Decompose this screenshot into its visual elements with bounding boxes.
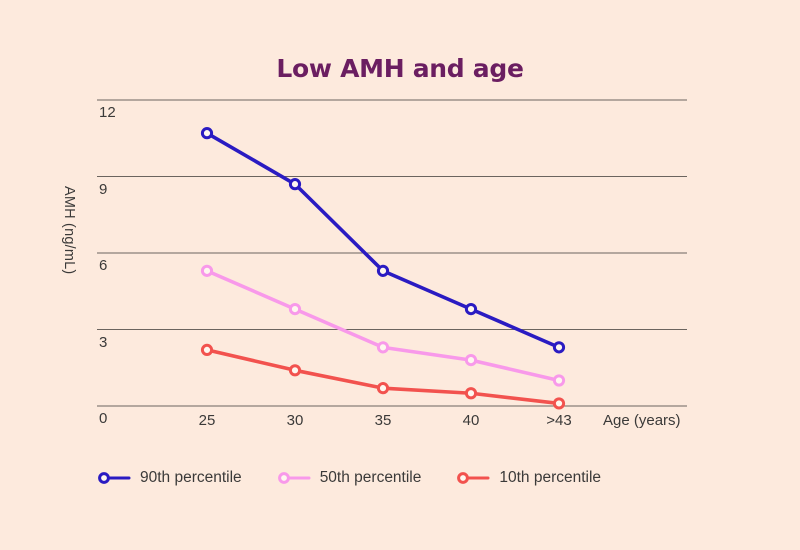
legend-label: 50th percentile <box>319 469 422 486</box>
data-point-marker <box>288 303 302 316</box>
data-point-marker <box>464 387 478 400</box>
legend-item: 50th percentile <box>276 469 422 487</box>
legend-marker-icon <box>277 472 311 484</box>
legend-item: 10th percentile <box>455 469 601 487</box>
y-tick-label: 9 <box>99 180 108 198</box>
x-tick-label: 40 <box>462 412 480 429</box>
data-point-marker <box>376 382 390 395</box>
x-tick-label: >43 <box>546 412 572 429</box>
legend-label: 10th percentile <box>499 469 602 486</box>
legend-marker-icon <box>457 472 490 484</box>
legend-item: 90th percentile <box>96 469 242 487</box>
data-point-marker <box>200 264 214 277</box>
data-point-marker <box>288 178 302 191</box>
x-tick-label: 25 <box>198 412 216 429</box>
x-tick-label: 30 <box>286 412 304 429</box>
y-tick-label: 0 <box>99 410 108 427</box>
y-tick-label: 6 <box>99 257 108 274</box>
data-point-marker <box>200 127 214 140</box>
legend-label: 90th percentile <box>140 469 242 486</box>
chart-title: Low AMH and age <box>276 54 524 83</box>
data-point-marker <box>464 303 478 316</box>
x-axis-title: Age (years) <box>603 412 681 429</box>
legend: 90th percentile 50th percentile 10th perce… <box>96 469 601 487</box>
y-tick-label: 3 <box>99 333 108 351</box>
data-point-marker <box>464 354 478 367</box>
data-point-marker <box>376 264 390 277</box>
y-axis-label: AMH (ng/mL) <box>61 186 77 275</box>
data-point-marker <box>552 341 566 354</box>
data-point-marker <box>552 397 566 410</box>
data-point-marker <box>200 343 214 356</box>
data-point-marker <box>288 364 302 377</box>
y-tick-label: 12 <box>99 104 116 121</box>
data-point-marker <box>552 374 566 387</box>
series-line <box>205 348 561 406</box>
legend-marker-icon <box>98 472 131 484</box>
series-line <box>205 131 561 350</box>
x-tick-label: 35 <box>374 412 392 429</box>
data-point-marker <box>376 341 390 354</box>
